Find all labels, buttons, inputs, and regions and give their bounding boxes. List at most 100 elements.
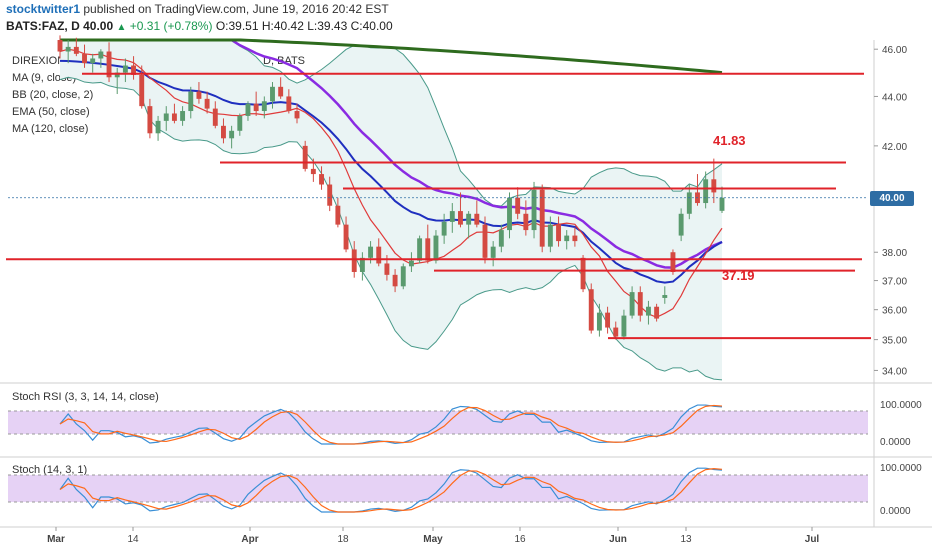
- candle: [204, 91, 210, 114]
- candle: [425, 224, 431, 264]
- candle: [458, 192, 463, 228]
- osc-tick-label: 0.0000: [880, 437, 911, 448]
- x-tick-label: 16: [514, 534, 526, 545]
- last-price-tag: 40.00: [870, 190, 914, 206]
- candle: [65, 40, 71, 64]
- candle: [564, 230, 570, 250]
- stoch-label[interactable]: Stoch (14, 3, 1): [12, 464, 88, 476]
- candle-body: [588, 289, 594, 331]
- osc-tick-label: 0.0000: [880, 506, 911, 517]
- candle-body: [539, 189, 545, 247]
- candle-body: [343, 224, 349, 250]
- candle: [376, 238, 382, 267]
- candle: [188, 86, 194, 119]
- candle: [221, 118, 226, 144]
- candle: [392, 269, 398, 293]
- candle: [433, 230, 439, 264]
- candle: [711, 158, 717, 204]
- candle: [139, 65, 145, 109]
- candle-body: [458, 211, 463, 225]
- legend-bb[interactable]: BB (20, close, 2): [12, 89, 94, 101]
- long-ma-line: [60, 38, 723, 75]
- stoch-d-line: [59, 468, 723, 513]
- candle-body: [580, 257, 586, 290]
- stoch-rsi-pane: 100.0000 0.0000: [8, 400, 922, 448]
- candle-body: [605, 312, 611, 328]
- candle-body: [278, 86, 284, 97]
- price-annotation: 37.19: [722, 268, 755, 283]
- candle: [163, 106, 169, 131]
- candle-body: [180, 111, 186, 121]
- candle: [261, 96, 267, 119]
- candle-body: [654, 306, 660, 319]
- price-change: +0.31 (+0.78%): [129, 19, 213, 33]
- candle-body: [376, 246, 382, 264]
- stoch-rsi-label[interactable]: Stoch RSI (3, 3, 14, 14, close): [12, 391, 159, 403]
- candle: [654, 303, 660, 322]
- candle: [212, 101, 218, 129]
- symbol: BATS:FAZ, D: [6, 19, 80, 33]
- candle-body: [270, 86, 275, 102]
- candle: [57, 35, 63, 59]
- candle-body: [171, 113, 177, 121]
- candle-body: [188, 91, 194, 112]
- candle-body: [82, 53, 87, 64]
- candle: [319, 166, 324, 190]
- candle: [359, 252, 365, 281]
- candle-body: [711, 179, 717, 193]
- candle: [229, 125, 235, 149]
- candle-body: [498, 230, 504, 247]
- candle: [286, 89, 292, 114]
- candle-body: [490, 246, 496, 258]
- up-arrow-icon: ▲: [116, 22, 127, 33]
- candle: [294, 103, 300, 124]
- candle-body: [703, 179, 709, 204]
- bollinger-band-fill: [60, 40, 722, 380]
- candle-body: [155, 120, 161, 134]
- candle-body: [57, 40, 63, 52]
- candle-body: [449, 211, 455, 222]
- candle-body: [294, 111, 300, 119]
- candle: [147, 98, 153, 139]
- candle: [490, 241, 496, 267]
- candle-body: [425, 238, 431, 261]
- legend-ma120[interactable]: MA (120, close): [12, 123, 89, 135]
- legend-ema50[interactable]: EMA (50, close): [12, 106, 90, 118]
- candle-body: [400, 266, 406, 287]
- candle: [73, 37, 79, 57]
- publisher-link[interactable]: stocktwitter1: [6, 2, 81, 16]
- candle: [629, 286, 635, 319]
- candle-body: [147, 106, 153, 134]
- x-tick-label: Jun: [609, 534, 627, 545]
- y-tick-label: 42.00: [882, 142, 907, 153]
- candle: [621, 309, 627, 340]
- candle: [596, 303, 602, 337]
- candle-body: [596, 312, 602, 331]
- candle: [180, 106, 186, 126]
- candle: [327, 176, 333, 212]
- candle-body: [114, 72, 120, 78]
- candle-body: [253, 103, 259, 112]
- candle: [474, 200, 480, 228]
- candle: [686, 184, 692, 220]
- candle-body: [719, 197, 725, 211]
- candle-body: [408, 260, 414, 267]
- candle: [645, 300, 651, 325]
- candle: [253, 91, 259, 116]
- candle: [98, 49, 104, 68]
- candle-body: [335, 205, 341, 225]
- x-tick-label: Apr: [241, 534, 258, 545]
- candle-body: [629, 292, 635, 316]
- candle: [580, 255, 586, 293]
- candle-body: [556, 224, 561, 242]
- y-tick-label: 35.00: [882, 336, 907, 347]
- osc-tick-label: 100.0000: [880, 400, 922, 411]
- candle-body: [482, 224, 488, 258]
- candle: [523, 200, 529, 236]
- candle-body: [531, 189, 537, 231]
- candle: [556, 216, 561, 247]
- candle-body: [261, 101, 267, 112]
- candle-body: [286, 96, 292, 112]
- bb-lower-line: [59, 76, 723, 381]
